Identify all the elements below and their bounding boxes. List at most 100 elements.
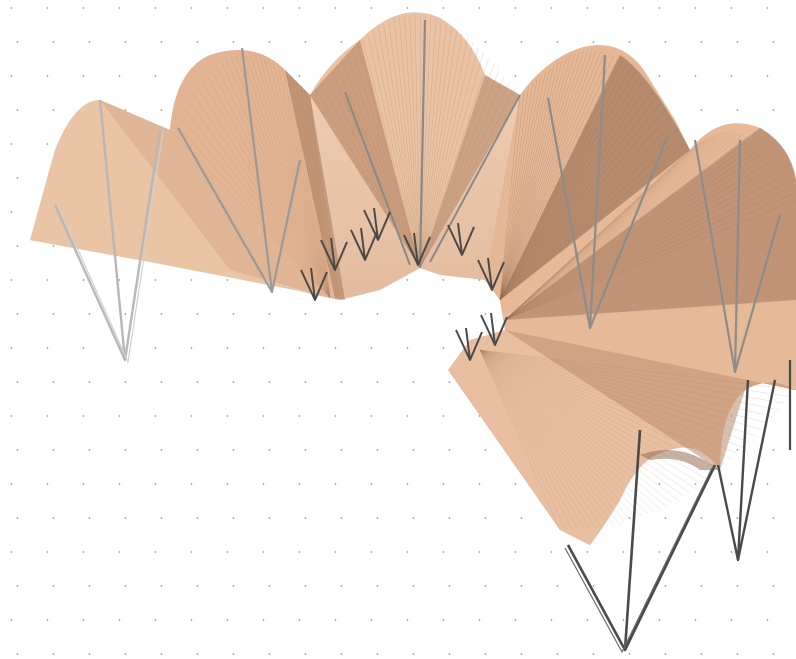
mesh-line [504,152,765,321]
grid-dot [334,415,337,417]
grid-dot [334,347,337,349]
mesh-line [479,349,679,501]
mesh-line [499,81,644,301]
mesh-line [419,38,468,269]
grid-dot [484,41,487,43]
mast-struts[interactable] [53,19,792,653]
mesh-line [479,349,732,460]
apex-strut-cluster[interactable] [373,207,379,241]
mast-strut-center[interactable] [344,91,411,266]
mast-strut-left[interactable] [98,99,127,361]
mesh-line [479,349,567,530]
grid-dot [16,449,19,451]
grid-dot [442,415,445,417]
grid-dot [298,483,301,485]
grid-dot [196,653,199,655]
grid-dot [700,585,703,587]
grid-dot [46,7,49,9]
grid-dot [700,653,703,655]
mast-strut-6[interactable] [564,467,713,653]
apex-strut-cluster[interactable] [487,257,493,291]
mesh-line [414,14,421,269]
grid-dot [262,7,265,9]
grid-dot [406,551,409,553]
mesh-line [504,131,726,321]
mast-strut-2[interactable] [240,47,274,293]
mesh-line [504,140,705,321]
grid-dot [232,517,235,519]
mesh-line [504,131,730,321]
mesh-line [499,53,576,301]
mesh-line [504,136,747,321]
grid-dot [694,483,697,485]
grid-dot [118,483,121,485]
mesh-line [419,70,500,269]
mesh-line [399,17,421,269]
mesh-line [419,64,494,269]
grid-dot [442,619,445,621]
mesh-line [499,51,601,301]
grid-dot [46,619,49,621]
grid-dot [514,7,517,9]
apex-strut-cluster[interactable] [310,267,316,301]
apex-strut-cluster[interactable] [330,237,336,271]
grid-dot [772,653,775,655]
grid-dot [226,551,229,553]
grid-dot [448,653,451,655]
grid-dot [700,109,703,111]
mast-strut-5[interactable] [733,139,742,373]
apex-strut-cluster[interactable] [490,312,496,346]
mesh-line [419,21,442,269]
mesh-line [419,30,458,269]
grid-dot [160,653,163,655]
mast-strut-6[interactable] [623,429,642,651]
apex-strut-cluster[interactable] [413,232,419,266]
grid-dot [52,653,55,655]
mesh-line [272,59,331,299]
grid-dot [268,381,271,383]
grid-dot [154,415,157,417]
grid-dot [226,619,229,621]
mast-strut-4[interactable] [588,54,607,329]
mesh-line [216,66,331,299]
grid-dot [154,279,157,281]
grid-dot [340,585,343,587]
apex-strut-cluster[interactable] [360,227,366,261]
apex-strut-cluster[interactable] [457,222,463,256]
mesh-line [346,53,421,269]
grid-dot [478,551,481,553]
grid-dot [334,619,337,621]
mesh-line [305,89,331,299]
mesh-line [419,42,473,269]
apex-strut-cluster[interactable] [465,327,471,361]
grid-dot [160,449,163,451]
mesh-line [504,133,719,321]
mesh-line [479,349,667,507]
grid-dot [190,551,193,553]
grid-dot [334,483,337,485]
mast-strut-left[interactable] [57,131,164,363]
mesh-line [225,58,331,299]
grid-dot [10,143,13,145]
mast-strut-center[interactable] [429,94,521,263]
mast-strut-7[interactable] [736,379,750,561]
grid-dot [232,313,235,315]
mesh-line [504,147,694,321]
mesh-line [330,70,421,269]
mesh-line [504,166,775,321]
grid-dot [412,585,415,587]
grid-dot [628,653,631,655]
grid-dot [124,449,127,451]
mesh-line [479,349,755,436]
grid-dot [658,75,661,77]
grid-dot [304,313,307,315]
mesh-line [504,188,790,321]
membrane-canopy[interactable] [30,12,796,545]
mast-strut-center[interactable] [418,19,427,269]
mesh-line [479,349,761,430]
mesh-line [351,47,421,269]
mesh-line [504,132,722,321]
grid-dot [82,415,85,417]
